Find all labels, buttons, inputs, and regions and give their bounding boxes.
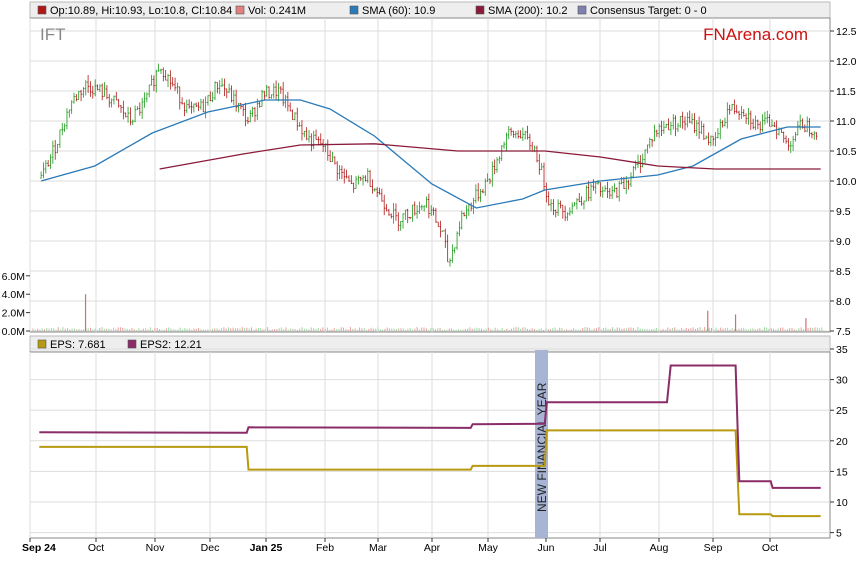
price-tick-label: 7.5	[836, 326, 851, 338]
eps-panel	[29, 351, 831, 539]
volume-tick-label: 2.0M	[2, 308, 25, 320]
price-axis: 12.5 12.0 11.5 11.0 10.5 10.0 9.5 9.0 8.5 8.0 7.5	[830, 26, 857, 338]
new-financial-year-band	[535, 350, 548, 538]
sma200-legend-swatch	[475, 5, 485, 15]
consensus-legend-swatch	[577, 5, 587, 15]
eps-tick-label: 15	[836, 466, 848, 478]
x-tick-label: Jun	[538, 542, 555, 554]
top-legend: Op:10.89, Hi:10.93, Lo:10.8, Cl:10.84 Vol…	[37, 5, 707, 17]
volume-bars	[32, 294, 823, 331]
price-tick-label: 12.5	[836, 26, 857, 38]
price-tick-label: 10.5	[836, 146, 857, 158]
sma60-legend-label: SMA (60): 10.9	[362, 5, 435, 17]
volume-tick-label: 4.0M	[2, 289, 25, 301]
eps2-line	[39, 364, 821, 489]
price-tick-label: 10.0	[836, 176, 857, 188]
eps-legend: EPS: 7.681 EPS2: 12.21	[37, 339, 202, 351]
eps-tick-label: 25	[836, 405, 848, 417]
eps-tick-label: 30	[836, 375, 848, 387]
price-tick-label: 8.0	[836, 296, 851, 308]
price-tick-label: 11.5	[836, 86, 856, 98]
price-tick-label: 12.0	[836, 56, 857, 68]
x-tick-label: Oct	[762, 542, 778, 554]
volume-legend-swatch	[235, 5, 245, 15]
sma60-line	[40, 99, 821, 209]
x-tick-label: Sep	[704, 542, 723, 554]
x-tick-label: Nov	[146, 542, 165, 554]
brand-label: FNArena.com	[703, 25, 808, 44]
price-candles	[40, 63, 818, 267]
eps-tick-label: 10	[836, 497, 848, 509]
sma200-legend-label: SMA (200): 10.2	[488, 5, 568, 17]
price-panel	[29, 17, 831, 333]
x-tick-label: Aug	[650, 542, 669, 554]
x-tick-label: Dec	[201, 542, 220, 554]
x-tick-label: Mar	[369, 542, 388, 554]
eps-axis: 35 30 25 20 15 10 5	[830, 344, 848, 540]
sma60-legend-swatch	[349, 5, 359, 15]
eps-tick-label: 35	[836, 344, 848, 356]
price-tick-label: 9.0	[836, 236, 851, 248]
volume-tick-label: 0.0M	[2, 326, 25, 338]
price-tick-label: 9.5	[836, 206, 851, 218]
sma200-line	[159, 143, 821, 170]
volume-tick-label: 6.0M	[2, 271, 25, 283]
price-tick-label: 8.5	[836, 266, 851, 278]
x-tick-label: Apr	[424, 542, 441, 554]
x-tick-label: Oct	[88, 542, 104, 554]
x-tick-label: May	[478, 542, 499, 554]
ohlc-legend-label: Op:10.89, Hi:10.93, Lo:10.8, Cl:10.84	[50, 5, 232, 17]
volume-axis: 6.0M 4.0M 2.0M 0.0M	[2, 271, 30, 338]
eps2-legend-label: EPS2: 12.21	[140, 339, 202, 351]
price-tick-label: 11.0	[836, 116, 856, 128]
x-tick-label: Feb	[316, 542, 334, 554]
eps-grid	[29, 348, 830, 538]
x-tick-label: Sep 24	[22, 542, 56, 554]
ohlc-legend-swatch	[37, 5, 47, 15]
price-grid	[29, 18, 830, 332]
eps-tick-label: 5	[836, 528, 842, 540]
x-axis: Sep 24 Oct Nov Dec Jan 25 Feb Mar Apr May Jun Jul A…	[22, 538, 778, 554]
eps-tick-label: 20	[836, 436, 848, 448]
eps2-legend-swatch	[127, 339, 137, 349]
x-tick-label: Jan 25	[250, 542, 283, 554]
eps-line	[39, 429, 821, 518]
consensus-legend-label: Consensus Target: 0 - 0	[590, 5, 707, 17]
eps-legend-label: EPS: 7.681	[50, 339, 106, 351]
volume-legend-label: Vol: 0.241M	[248, 5, 306, 17]
x-tick-label: Jul	[593, 542, 606, 554]
eps-legend-swatch	[37, 339, 47, 349]
ticker-label: IFT	[40, 25, 66, 44]
